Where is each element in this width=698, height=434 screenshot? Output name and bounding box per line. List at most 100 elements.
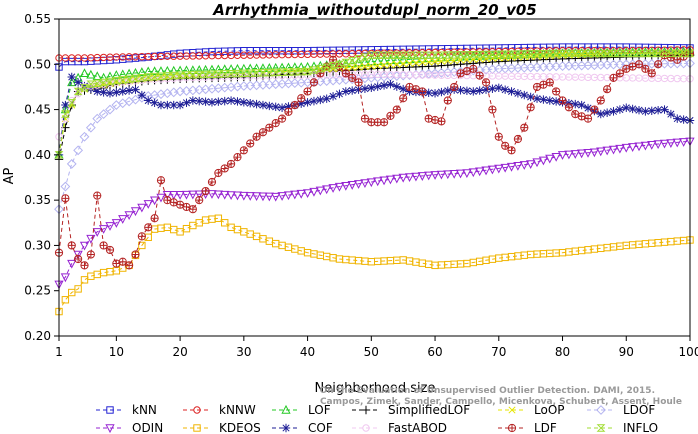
data-point-odin	[621, 143, 631, 153]
data-point-lof	[264, 63, 274, 72]
data-point-cof	[156, 100, 166, 110]
data-point-cof	[246, 99, 255, 108]
data-point-cof	[622, 103, 631, 112]
data-point-ldf	[559, 97, 566, 104]
data-point-ldf	[131, 250, 140, 259]
data-point-inflo	[360, 53, 370, 61]
data-point-cof	[67, 72, 76, 82]
data-point-ldf	[119, 258, 126, 265]
legend-item-lof: LOF	[272, 403, 331, 417]
data-point-ldf	[150, 214, 159, 223]
data-point-odin	[678, 138, 689, 147]
data-point-cof	[328, 92, 338, 101]
data-point-inflo	[589, 49, 599, 58]
data-point-inflo	[653, 49, 663, 58]
data-point-odin	[67, 259, 77, 269]
data-point-odin	[207, 190, 217, 199]
data-point-ldof	[66, 159, 77, 169]
data-point-odin	[392, 174, 402, 184]
data-point-lof	[162, 65, 172, 75]
data-point-inflo	[475, 50, 485, 59]
data-point-cof	[379, 81, 389, 90]
legend-item-fastabod: FastABOD	[352, 421, 447, 434]
data-point-ldf	[387, 112, 394, 120]
data-point-ldf	[253, 133, 260, 140]
data-point-cof	[175, 100, 185, 110]
data-point-inflo	[354, 55, 363, 63]
data-point-inflo	[80, 84, 89, 92]
data-point-odin	[411, 172, 421, 182]
data-point-odin	[181, 190, 192, 200]
data-point-odin	[455, 169, 466, 179]
data-point-kdeos	[176, 228, 184, 236]
data-point-inflo	[449, 51, 459, 59]
x-tick-label: 1	[55, 345, 63, 359]
data-point-ldf	[578, 113, 585, 120]
data-point-ldf	[603, 85, 612, 94]
data-point-odin	[608, 145, 619, 155]
data-point-loop	[393, 60, 401, 68]
data-point-odin	[647, 141, 657, 150]
data-point-cof	[500, 85, 510, 94]
data-point-odin	[124, 211, 134, 221]
legend-marker-cof	[281, 423, 291, 433]
data-point-loop	[361, 62, 369, 71]
data-point-ldf	[271, 119, 280, 128]
data-point-kdeos	[246, 230, 254, 238]
data-point-odin	[551, 152, 561, 162]
data-point-ldf	[647, 69, 656, 78]
data-point-lof	[67, 77, 77, 87]
legend-marker-odin	[105, 424, 115, 434]
data-point-odin	[430, 171, 440, 180]
data-point-odin	[506, 162, 517, 172]
data-point-ldf	[93, 191, 102, 200]
data-point-cof	[239, 98, 249, 107]
data-point-loop	[425, 58, 433, 66]
data-point-odin	[341, 181, 351, 191]
data-point-odin	[526, 160, 536, 169]
data-point-inflo	[513, 50, 523, 58]
data-point-inflo	[124, 75, 134, 83]
data-point-cof	[303, 98, 312, 107]
data-point-cof	[271, 102, 280, 112]
legend-item-knnw: kNNW	[183, 403, 256, 417]
axes-layer: 1 10 20 30 40 50 60 70 80 90 100 0.20 0.25 0.30 0.35 0.…	[24, 12, 698, 359]
data-point-odin	[245, 192, 255, 201]
data-point-ldof	[98, 109, 109, 120]
legend-item-ldof: LDOF	[587, 403, 655, 417]
series-ldf	[54, 49, 695, 270]
data-point-cof	[297, 99, 306, 108]
data-point-inflo	[258, 69, 268, 77]
data-point-lof	[251, 63, 262, 73]
data-point-ldf	[380, 119, 388, 126]
data-point-ldf	[412, 85, 420, 93]
data-point-ldf	[368, 119, 375, 126]
data-point-inflo	[430, 51, 440, 59]
data-point-inflo	[328, 62, 338, 70]
data-point-odin	[79, 241, 90, 251]
legend-item-cof: COF	[272, 421, 333, 434]
data-point-ldf	[540, 81, 547, 88]
data-point-ldf	[508, 147, 515, 154]
data-point-ldf	[565, 104, 573, 111]
data-point-ldf	[355, 79, 362, 86]
data-point-ldf	[674, 56, 681, 63]
data-point-ldf	[399, 95, 407, 102]
series-line-simplifiedlof	[58, 54, 691, 160]
data-point-cof	[233, 97, 242, 106]
x-tick-label: 10	[109, 345, 124, 359]
data-point-inflo	[672, 49, 682, 58]
series-cof	[54, 72, 695, 160]
data-point-ldf	[418, 87, 427, 96]
data-point-odin	[545, 154, 555, 164]
data-point-odin	[322, 185, 332, 195]
data-point-ldf	[642, 65, 649, 73]
data-point-ldf	[99, 241, 108, 250]
data-point-cof	[615, 105, 625, 114]
data-point-cof	[265, 101, 274, 111]
data-point-inflo	[264, 68, 274, 77]
data-point-odin	[398, 173, 408, 183]
data-point-cof	[513, 89, 523, 98]
data-point-cof	[653, 105, 663, 115]
data-point-lof	[200, 64, 211, 74]
